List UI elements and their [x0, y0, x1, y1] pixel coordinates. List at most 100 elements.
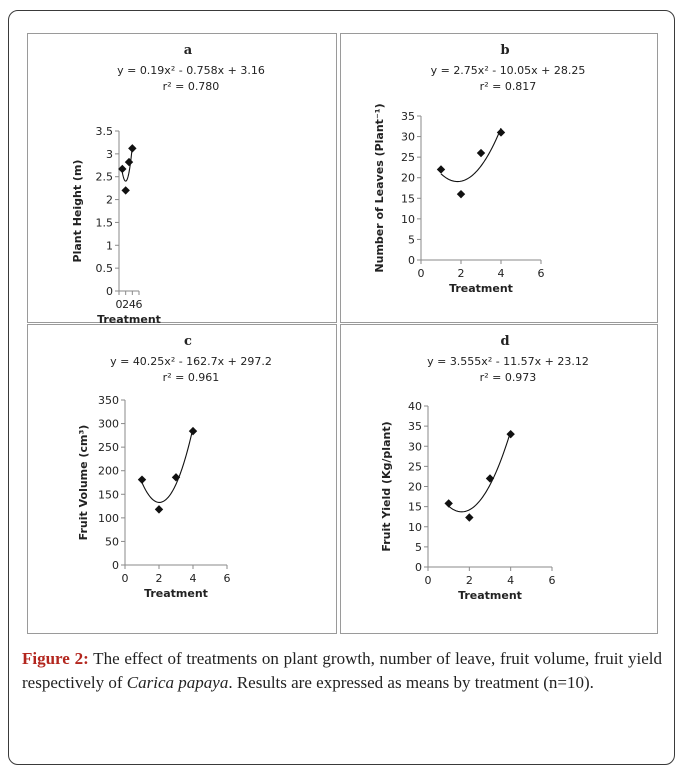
y-tick-label: 0 [415, 561, 422, 574]
y-axis-label: Fruit Yield (Kg/plant) [380, 421, 393, 551]
data-point [171, 473, 181, 482]
y-tick-label: 100 [98, 512, 119, 525]
x-tick-label: 6 [538, 267, 545, 280]
y-tick-label: 15 [401, 192, 415, 205]
panel-label: d [500, 334, 509, 349]
y-tick-label: 15 [408, 501, 422, 514]
x-axis-label: Treatment [97, 313, 161, 324]
x-axis-label: Treatment [449, 282, 513, 295]
panel-label: b [500, 43, 509, 58]
chart-panel-b: b y = 2.75x² - 10.05x + 28.25 r² = 0.817 0 5… [340, 33, 658, 323]
trendline [141, 427, 194, 503]
species-name: Carica papaya [126, 673, 229, 692]
y-tick-label: 50 [105, 535, 119, 548]
y-tick-label: 5 [408, 233, 415, 246]
trend-equation: y = 3.555x² - 11.57x + 23.12 [427, 355, 589, 368]
data-point [118, 164, 127, 174]
x-tick-label: 6 [136, 298, 143, 311]
y-axis-label: Plant Height (m) [71, 160, 84, 263]
y-tick-label: 250 [98, 441, 119, 454]
data-point [137, 475, 147, 484]
y-tick-label: 35 [408, 420, 422, 433]
y-tick-label: 30 [408, 440, 422, 453]
x-tick-label: 4 [190, 572, 197, 585]
r-squared-label: r² = 0.961 [163, 371, 220, 384]
y-tick-label: 200 [98, 465, 119, 478]
y-tick-label: 35 [401, 110, 415, 123]
data-point [124, 157, 134, 167]
chart-svg-d: d y = 3.555x² - 11.57x + 23.12 r² = 0.973 0… [380, 334, 589, 602]
x-tick-label: 2 [466, 574, 473, 587]
data-point [496, 128, 506, 137]
panel-label: a [184, 43, 193, 58]
x-tick-label: 0 [425, 574, 432, 587]
x-tick-label: 2 [458, 267, 465, 280]
y-tick-label: 0.5 [96, 262, 114, 275]
x-axis-label: Treatment [144, 587, 208, 600]
y-tick-label: 25 [408, 460, 422, 473]
chart-svg-a: a y = 0.19x² - 0.758x + 3.16 r² = 0.780 0 0.… [71, 43, 265, 324]
data-point [456, 189, 466, 199]
x-tick-label: 0 [116, 298, 123, 311]
y-tick-label: 0 [408, 254, 415, 267]
figure-caption: Figure 2: The effect of treatments on pl… [22, 647, 662, 695]
y-tick-label: 350 [98, 394, 119, 407]
chart-svg-b: b y = 2.75x² - 10.05x + 28.25 r² = 0.817 0 5… [373, 43, 586, 295]
figure-label: Figure 2: [22, 649, 89, 668]
x-tick-label: 2 [122, 298, 129, 311]
caption-text-after: . Results are expressed as means by trea… [228, 673, 594, 692]
data-point [436, 165, 446, 174]
r-squared-label: r² = 0.780 [163, 80, 220, 93]
trendline [440, 127, 502, 183]
y-tick-label: 5 [415, 541, 422, 554]
panel-label: c [184, 334, 192, 349]
y-tick-label: 10 [401, 213, 415, 226]
y-tick-label: 2 [106, 194, 113, 207]
x-tick-label: 6 [549, 574, 556, 587]
y-tick-label: 1.5 [96, 216, 114, 229]
trend-equation: y = 0.19x² - 0.758x + 3.16 [117, 64, 265, 77]
x-tick-label: 4 [129, 298, 136, 311]
x-tick-label: 0 [122, 572, 129, 585]
chart-panel-c: c y = 40.25x² - 162.7x + 297.2 r² = 0.961 0… [27, 324, 337, 634]
y-tick-label: 3 [106, 148, 113, 161]
trend-equation: y = 40.25x² - 162.7x + 297.2 [110, 355, 272, 368]
y-axis-label: Fruit Volume (cm³) [77, 425, 90, 541]
y-tick-label: 20 [401, 172, 415, 185]
x-tick-label: 6 [224, 572, 231, 585]
y-tick-label: 1 [106, 239, 113, 252]
data-point [121, 186, 130, 195]
y-tick-label: 0 [112, 559, 119, 572]
data-point [506, 429, 515, 439]
trendline [448, 431, 512, 513]
chart-svg-c: c y = 40.25x² - 162.7x + 297.2 r² = 0.961 0… [77, 334, 272, 600]
x-tick-label: 4 [507, 574, 514, 587]
x-tick-label: 2 [156, 572, 163, 585]
y-tick-label: 300 [98, 418, 119, 431]
y-tick-label: 30 [401, 131, 415, 144]
trend-equation: y = 2.75x² - 10.05x + 28.25 [431, 64, 586, 77]
y-axis-label: Number of Leaves (Plant⁻¹) [373, 103, 386, 272]
x-tick-label: 4 [498, 267, 505, 280]
r-squared-label: r² = 0.817 [480, 80, 537, 93]
x-axis-label: Treatment [458, 589, 522, 602]
data-point [154, 505, 164, 514]
y-tick-label: 20 [408, 481, 422, 494]
y-tick-label: 3.5 [96, 125, 114, 138]
data-point [485, 474, 495, 483]
r-squared-label: r² = 0.973 [480, 371, 537, 384]
y-tick-label: 10 [408, 521, 422, 534]
caption-text-before: The effect of treatments on plant growth… [22, 649, 662, 692]
y-tick-label: 2.5 [96, 171, 114, 184]
data-point [128, 144, 137, 153]
chart-panel-d: d y = 3.555x² - 11.57x + 23.12 r² = 0.973 0… [340, 324, 658, 634]
data-point [188, 426, 198, 436]
data-point [476, 148, 486, 158]
data-point [444, 499, 453, 508]
chart-panel-a: a y = 0.19x² - 0.758x + 3.16 r² = 0.780 0 0.… [27, 33, 337, 324]
y-tick-label: 150 [98, 488, 119, 501]
data-point [465, 513, 474, 522]
y-tick-label: 0 [106, 285, 113, 298]
y-tick-label: 25 [401, 151, 415, 164]
